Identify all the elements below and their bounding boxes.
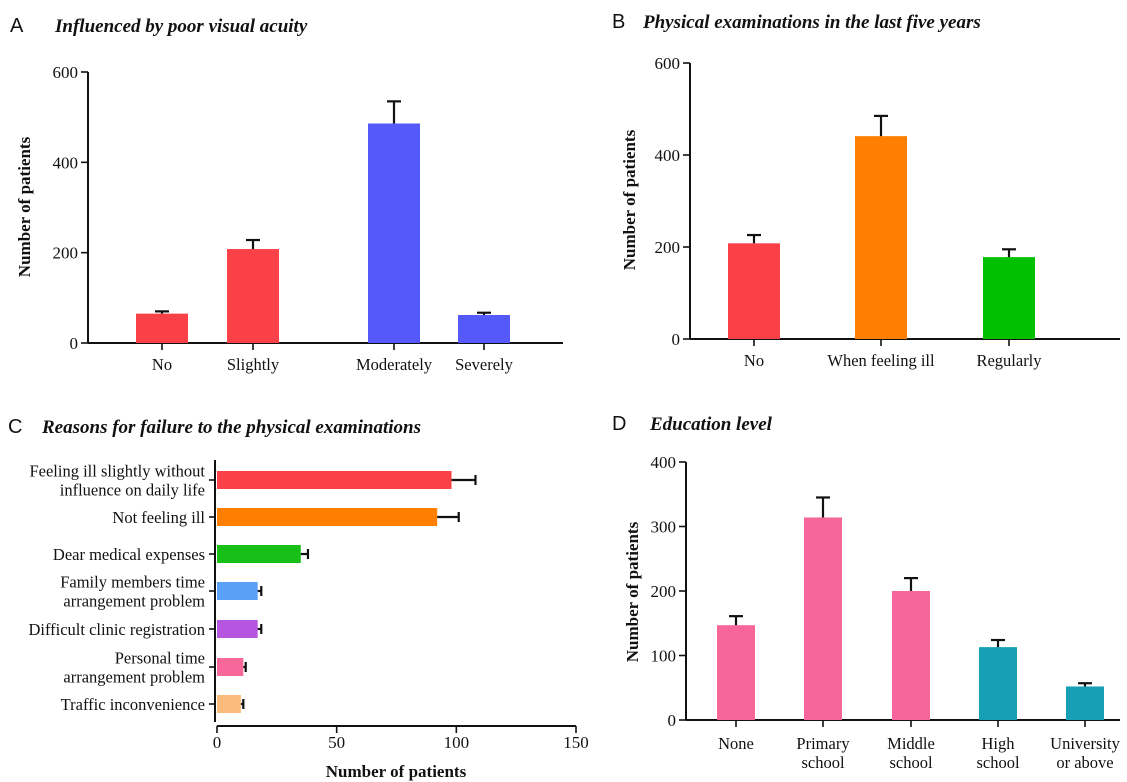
bar: [983, 257, 1035, 339]
panel-title: Reasons for failure to the physical exam…: [41, 417, 421, 438]
bar: [1066, 686, 1104, 720]
bar: [217, 620, 258, 638]
y-tick-label: 200: [53, 244, 79, 263]
y-tick-label: 600: [655, 54, 681, 73]
y-category-label: Family members time arrangement problem: [60, 573, 205, 611]
bar: [217, 545, 301, 563]
y-tick-label: 200: [655, 238, 681, 257]
x-category-label: When feeling ill: [827, 351, 935, 370]
y-tick-label: 0: [672, 330, 681, 349]
bar: [804, 517, 842, 720]
x-category-label: Primary school: [796, 734, 850, 772]
x-category-label: Slightly: [227, 355, 280, 374]
x-category-label: Moderately: [356, 355, 433, 374]
panel-d: D Education level 0 100 200 300 400 Number of p…: [612, 413, 1121, 772]
panel-title: Education level: [649, 414, 773, 435]
bar: [217, 695, 241, 713]
y-tick-label: 400: [53, 153, 79, 172]
bar: [227, 249, 279, 343]
x-category-label: No: [152, 355, 172, 374]
bar: [217, 658, 244, 676]
bar: [979, 647, 1017, 720]
x-category-label: Severely: [455, 355, 513, 374]
y-axis-label: Number of patients: [623, 521, 642, 662]
y-category-label: Difficult clinic registration: [28, 620, 205, 639]
bar: [136, 313, 188, 343]
y-axis-label: Number of patients: [15, 136, 34, 277]
panel-letter: A: [10, 15, 24, 37]
y-tick-label: 0: [668, 711, 677, 730]
bar: [217, 582, 258, 600]
x-tick-label: 0: [213, 733, 222, 752]
panel-letter: C: [8, 416, 22, 438]
panel-title: Influenced by poor visual acuity: [54, 16, 308, 37]
y-tick-label: 300: [651, 518, 677, 537]
y-category-label: Traffic inconvenience: [61, 695, 205, 714]
y-tick-label: 200: [651, 582, 677, 601]
bar: [855, 136, 907, 339]
y-tick-label: 400: [651, 453, 677, 472]
bar: [217, 508, 438, 526]
y-tick-label: 0: [70, 334, 79, 353]
panel-letter: D: [612, 413, 626, 435]
y-category-label: Feeling ill slightly without influence on…: [29, 462, 205, 500]
y-tick-label: 600: [53, 63, 79, 82]
x-tick-label: 150: [563, 733, 589, 752]
x-category-label: Regularly: [976, 351, 1042, 370]
bar: [217, 471, 452, 489]
panel-b: B Physical examinations in the last five …: [612, 11, 1120, 370]
y-category-label: Personal time arrangement problem: [63, 649, 205, 687]
x-tick-label: 100: [444, 733, 470, 752]
panel-letter: B: [612, 11, 625, 33]
bar: [717, 625, 755, 720]
bar: [728, 243, 780, 339]
x-category-label: High school: [976, 734, 1019, 772]
y-category-label: Dear medical expenses: [53, 545, 205, 564]
panel-a: A Influenced by poor visual acuity 0 200 400…: [10, 15, 563, 374]
y-tick-label: 100: [651, 647, 677, 666]
bar: [892, 591, 930, 720]
x-category-label: No: [744, 351, 764, 370]
bar: [458, 314, 510, 343]
x-axis-label: Number of patients: [326, 762, 467, 781]
y-axis-label: Number of patients: [620, 129, 639, 270]
bar: [368, 123, 420, 344]
y-tick-label: 400: [655, 146, 681, 165]
x-category-label: University or above: [1050, 734, 1120, 772]
x-category-label: None: [718, 734, 754, 753]
x-tick-label: 50: [328, 733, 345, 752]
x-category-label: Middle school: [887, 734, 935, 772]
y-category-label: Not feeling ill: [112, 508, 205, 527]
panel-title: Physical examinations in the last five y…: [642, 12, 981, 33]
panel-c: C Reasons for failure to the physical exa…: [8, 416, 589, 781]
